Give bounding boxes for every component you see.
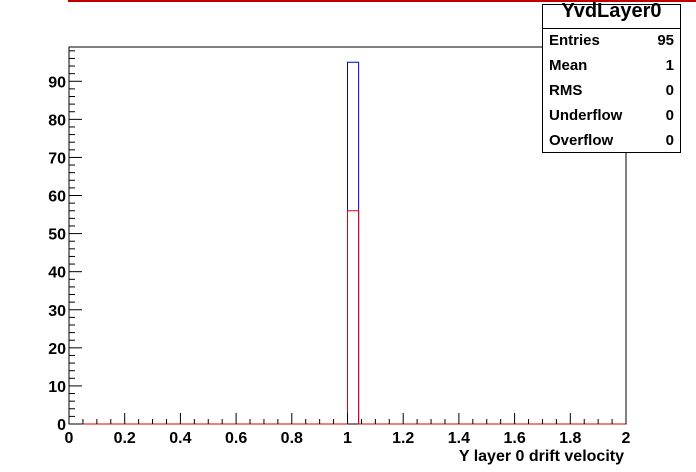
histogram-bar-series-1-bin-0 [69, 210, 626, 425]
x-minor-ticks [82, 419, 613, 424]
stats-value: 0 [665, 107, 674, 124]
stats-label: RMS [549, 82, 583, 99]
x-tick-label: 2 [622, 430, 631, 447]
stats-value: 0 [665, 82, 674, 99]
y-tick-label: 20 [48, 341, 66, 358]
y-axis-ticks: 0 10 20 30 40 50 60 70 80 90 [48, 74, 82, 434]
x-tick-label: 0.8 [281, 430, 303, 447]
y-tick-label: 10 [48, 379, 66, 396]
x-tick-label: 0.4 [169, 430, 191, 447]
y-tick-label: 50 [48, 227, 66, 244]
stats-row-underflow: Underflow 0 [549, 106, 674, 126]
x-tick-label: 1.2 [392, 430, 414, 447]
x-axis-ticks: 0 0.2 0.4 0.6 0.8 1 1.2 1.4 1.6 1.8 2 [65, 413, 631, 447]
x-tick-label: 0.2 [114, 430, 136, 447]
stats-label: Entries [549, 32, 600, 49]
x-tick-label: 0.6 [225, 430, 247, 447]
x-axis-label: Y layer 0 drift velocity [459, 448, 624, 465]
stats-row-mean: Mean 1 [549, 56, 674, 76]
y-tick-label: 0 [57, 417, 66, 434]
stats-label: Underflow [549, 107, 623, 124]
y-tick-label: 90 [48, 74, 66, 91]
stats-value: 95 [657, 32, 674, 49]
x-tick-label: 1.8 [559, 430, 581, 447]
stats-box: YvdLayer0 Entries 95 Mean 1 RMS 0 Underflow 0 Ov… [542, 0, 681, 153]
y-tick-label: 60 [48, 189, 66, 206]
y-minor-ticks [69, 50, 75, 417]
x-tick-label: 1 [343, 430, 352, 447]
stats-row-rms: RMS 0 [549, 81, 674, 101]
stats-row-overflow: Overflow 0 [549, 131, 674, 151]
stats-title-divider [543, 28, 680, 29]
stats-label: Mean [549, 57, 588, 74]
stats-value: 0 [665, 132, 674, 149]
x-tick-label: 1.4 [448, 430, 470, 447]
y-tick-label: 40 [48, 265, 66, 282]
y-tick-label: 80 [48, 112, 66, 129]
x-tick-label: 1.6 [503, 430, 525, 447]
y-tick-label: 70 [48, 150, 66, 167]
stats-value: 1 [665, 57, 674, 74]
stats-title: YvdLayer0 [561, 0, 662, 22]
x-tick-label: 0 [65, 430, 74, 447]
stats-label: Overflow [549, 132, 614, 149]
y-tick-label: 30 [48, 303, 66, 320]
stats-row-entries: Entries 95 [549, 31, 674, 51]
